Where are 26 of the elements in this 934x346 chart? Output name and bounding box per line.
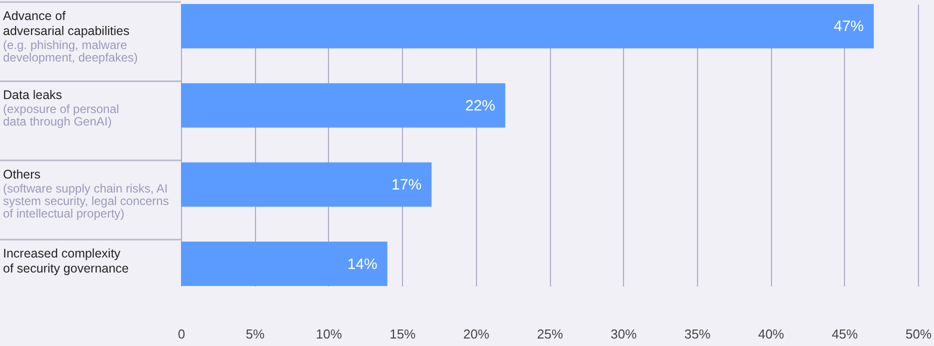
x-tick-label: 20%: [463, 326, 490, 342]
bar: [181, 162, 432, 207]
y-tick-label: Others: [3, 167, 41, 182]
x-tick-label: 45%: [832, 326, 858, 342]
x-tick-label: 10%: [316, 326, 342, 342]
data-label: 22%: [465, 97, 496, 114]
y-tick-label: Advance of adversarial capabilities: [3, 9, 130, 38]
x-tick-label: 15%: [390, 326, 416, 342]
y-tick-label: Data leaks: [3, 88, 62, 102]
text: (e.g. phishing, malware development, deepfakes): [3, 38, 138, 64]
x-tick-label: 35%: [684, 326, 711, 342]
x-tick-label: 50%: [905, 326, 932, 342]
bar: [181, 242, 388, 286]
text: (exposure of personal data through GenAI): [3, 102, 120, 129]
x-tick-label: 0: [178, 326, 186, 342]
bar: [181, 83, 506, 128]
bar: [181, 4, 874, 48]
x-tick-label: 40%: [758, 326, 785, 342]
text: (software supply chain risks, AI system security, legal concerns of intellectual property): [3, 181, 169, 220]
x-tick-label: 25%: [536, 326, 564, 342]
x-tick-label: 5%: [246, 326, 266, 342]
data-label: 47%: [834, 18, 864, 36]
data-label: 17%: [392, 176, 422, 194]
data-label: 14%: [347, 256, 378, 273]
x-tick-label: 30%: [610, 326, 638, 342]
y-tick-label: Increased complexity of security governance: [3, 246, 129, 276]
